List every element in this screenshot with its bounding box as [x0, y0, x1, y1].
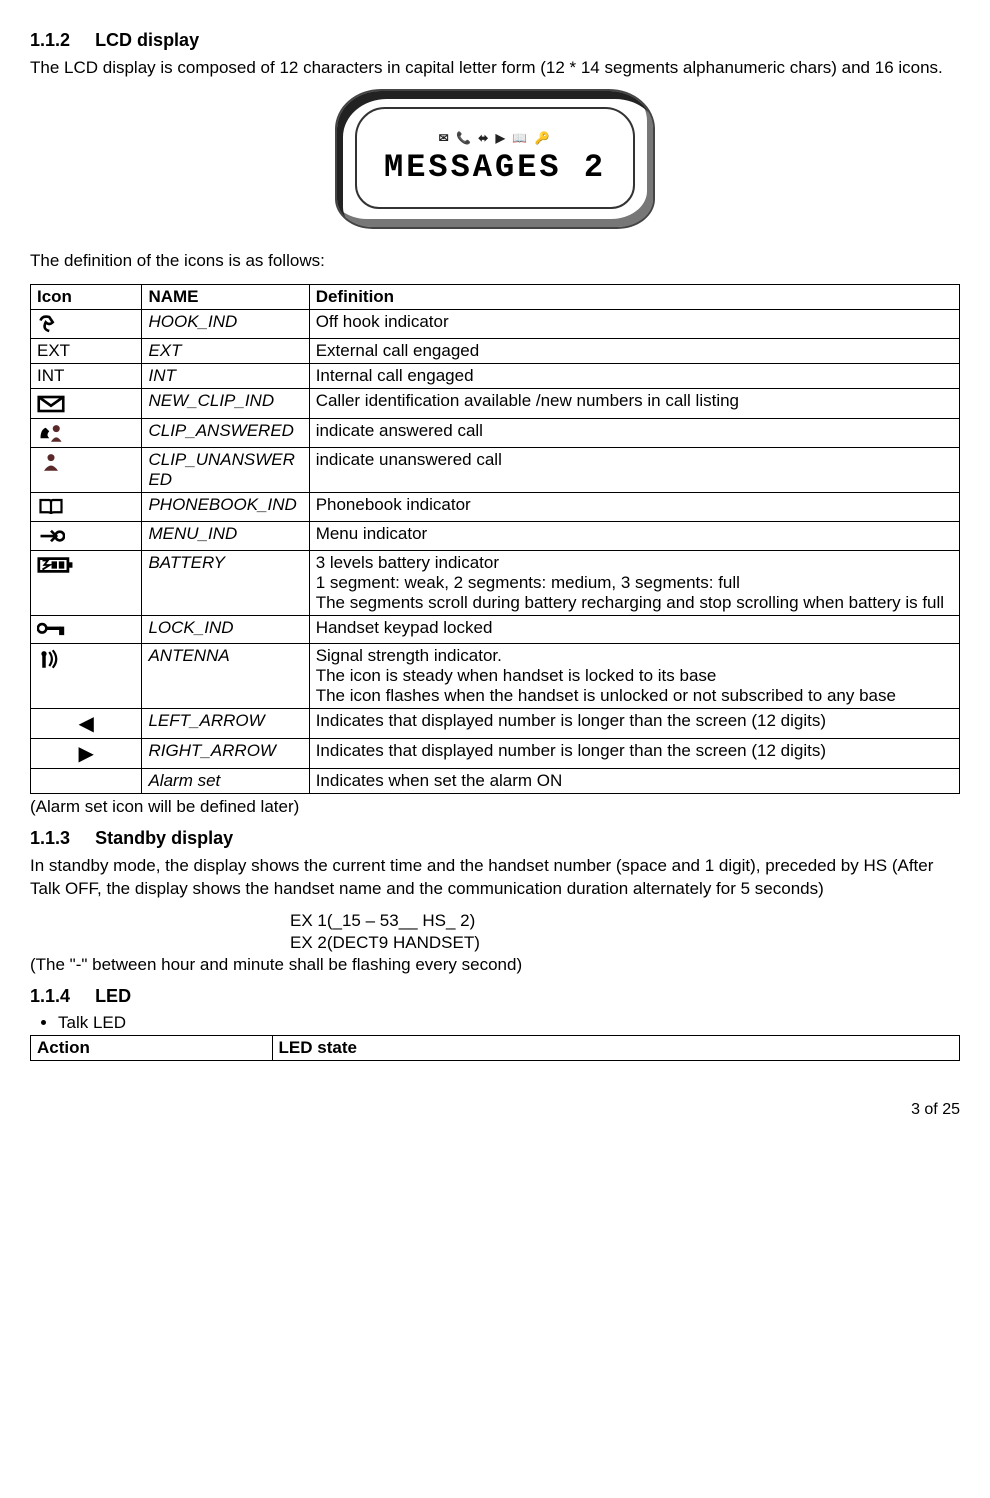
- led-bullet-list: Talk LED: [30, 1013, 960, 1033]
- battery-icon: [37, 553, 77, 577]
- name-cell: EXT: [142, 339, 309, 364]
- definition-cell: 3 levels battery indicator 1 segment: we…: [309, 551, 959, 616]
- th-action: Action: [31, 1035, 273, 1060]
- icon-cell: [31, 521, 142, 550]
- icon-cell: [31, 389, 142, 418]
- icon-cell: ▶: [31, 739, 142, 769]
- section-title: LED: [95, 986, 131, 1006]
- lcd-text: MESSAGES 2: [384, 149, 606, 186]
- definition-cell: External call engaged: [309, 339, 959, 364]
- lcd-icons-row: ✉ 📞 ⬌ ▶ 📖 🔑: [439, 131, 552, 145]
- led-table: Action LED state: [30, 1035, 960, 1061]
- antenna-icon: [37, 647, 65, 671]
- hook-icon: [37, 312, 65, 336]
- table-row: Alarm setIndicates when set the alarm ON: [31, 769, 960, 794]
- lcd-shell: ✉ 📞 ⬌ ▶ 📖 🔑 MESSAGES 2: [335, 89, 655, 229]
- icon-cell: [31, 447, 142, 492]
- section-112-intro: The LCD display is composed of 12 charac…: [30, 57, 960, 79]
- icon-table-footnote: (Alarm set icon will be defined later): [30, 796, 960, 818]
- section-num: 1.1.2: [30, 30, 70, 50]
- lcd-screen: ✉ 📞 ⬌ ▶ 📖 🔑 MESSAGES 2: [355, 107, 635, 209]
- table-row: EXTEXTExternal call engaged: [31, 339, 960, 364]
- icon-cell: [31, 769, 142, 794]
- definition-cell: Menu indicator: [309, 521, 959, 550]
- table-row: ▶RIGHT_ARROWIndicates that displayed num…: [31, 739, 960, 769]
- definition-cell: Handset keypad locked: [309, 616, 959, 644]
- section-heading-112: 1.1.2 LCD display: [30, 30, 960, 51]
- icons-def-intro: The definition of the icons is as follow…: [30, 250, 960, 272]
- table-row: LOCK_INDHandset keypad locked: [31, 616, 960, 644]
- name-cell: Alarm set: [142, 769, 309, 794]
- icon-cell: [31, 310, 142, 339]
- ex2: EX 2(DECT9 HANDSET): [290, 933, 480, 952]
- clip-unanswered-icon: [37, 450, 65, 474]
- section-num: 1.1.3: [30, 828, 70, 848]
- icon-cell: [31, 551, 142, 616]
- definition-cell: Indicates that displayed number is longe…: [309, 739, 959, 769]
- table-row: PHONEBOOK_INDPhonebook indicator: [31, 492, 960, 521]
- icon-cell: ◀: [31, 709, 142, 739]
- table-row: ANTENNASignal strength indicator. The ic…: [31, 644, 960, 709]
- definition-cell: Off hook indicator: [309, 310, 959, 339]
- name-cell: HOOK_IND: [142, 310, 309, 339]
- icon-cell: [31, 616, 142, 644]
- name-cell: CLIP_UNANSWERED: [142, 447, 309, 492]
- table-row: ◀LEFT_ARROWIndicates that displayed numb…: [31, 709, 960, 739]
- definition-cell: Indicates when set the alarm ON: [309, 769, 959, 794]
- name-cell: ANTENNA: [142, 644, 309, 709]
- table-header-row: Icon NAME Definition: [31, 285, 960, 310]
- phonebook-icon: [37, 495, 65, 519]
- icon-cell: EXT: [31, 339, 142, 364]
- menu-icon: [37, 524, 65, 548]
- th-icon: Icon: [31, 285, 142, 310]
- section-num: 1.1.4: [30, 986, 70, 1006]
- standby-examples: EX 1(_15 – 53__ HS_ 2) EX 2(DECT9 HANDSE…: [290, 910, 960, 954]
- page-footer: 3 of 25: [30, 1101, 960, 1119]
- th-name: NAME: [142, 285, 309, 310]
- name-cell: PHONEBOOK_IND: [142, 492, 309, 521]
- section-113-para: In standby mode, the display shows the c…: [30, 855, 960, 899]
- name-cell: RIGHT_ARROW: [142, 739, 309, 769]
- definition-cell: Signal strength indicator. The icon is s…: [309, 644, 959, 709]
- table-row: CLIP_UNANSWEREDindicate unanswered call: [31, 447, 960, 492]
- section-heading-113: 1.1.3 Standby display: [30, 828, 960, 849]
- section-title: LCD display: [95, 30, 199, 50]
- definition-cell: Indicates that displayed number is longe…: [309, 709, 959, 739]
- definition-cell: Internal call engaged: [309, 364, 959, 389]
- icon-cell: [31, 418, 142, 447]
- definition-cell: Caller identification available /new num…: [309, 389, 959, 418]
- definition-cell: indicate answered call: [309, 418, 959, 447]
- name-cell: MENU_IND: [142, 521, 309, 550]
- section-heading-114: 1.1.4 LED: [30, 986, 960, 1007]
- name-cell: BATTERY: [142, 551, 309, 616]
- table-row: NEW_CLIP_INDCaller identification availa…: [31, 389, 960, 418]
- envelope-icon: [37, 392, 65, 416]
- th-def: Definition: [309, 285, 959, 310]
- name-cell: LEFT_ARROW: [142, 709, 309, 739]
- standby-note: (The "-" between hour and minute shall b…: [30, 954, 960, 976]
- table-row: CLIP_ANSWEREDindicate answered call: [31, 418, 960, 447]
- icon-cell: [31, 644, 142, 709]
- name-cell: CLIP_ANSWERED: [142, 418, 309, 447]
- icon-cell: INT: [31, 364, 142, 389]
- name-cell: NEW_CLIP_IND: [142, 389, 309, 418]
- led-bullet: Talk LED: [58, 1013, 960, 1033]
- table-row: HOOK_INDOff hook indicator: [31, 310, 960, 339]
- lock-icon: [37, 619, 71, 641]
- name-cell: LOCK_IND: [142, 616, 309, 644]
- table-row: MENU_INDMenu indicator: [31, 521, 960, 550]
- name-cell: INT: [142, 364, 309, 389]
- icon-definition-table: Icon NAME Definition HOOK_INDOff hook in…: [30, 284, 960, 794]
- th-state: LED state: [272, 1035, 959, 1060]
- lcd-figure: ✉ 📞 ⬌ ▶ 📖 🔑 MESSAGES 2: [30, 89, 960, 234]
- table-row: INTINTInternal call engaged: [31, 364, 960, 389]
- icon-cell: [31, 492, 142, 521]
- table-row: BATTERY3 levels battery indicator 1 segm…: [31, 551, 960, 616]
- definition-cell: Phonebook indicator: [309, 492, 959, 521]
- clip-answered-icon: [37, 421, 65, 445]
- section-title: Standby display: [95, 828, 233, 848]
- led-header-row: Action LED state: [31, 1035, 960, 1060]
- ex1: EX 1(_15 – 53__ HS_ 2): [290, 911, 475, 930]
- definition-cell: indicate unanswered call: [309, 447, 959, 492]
